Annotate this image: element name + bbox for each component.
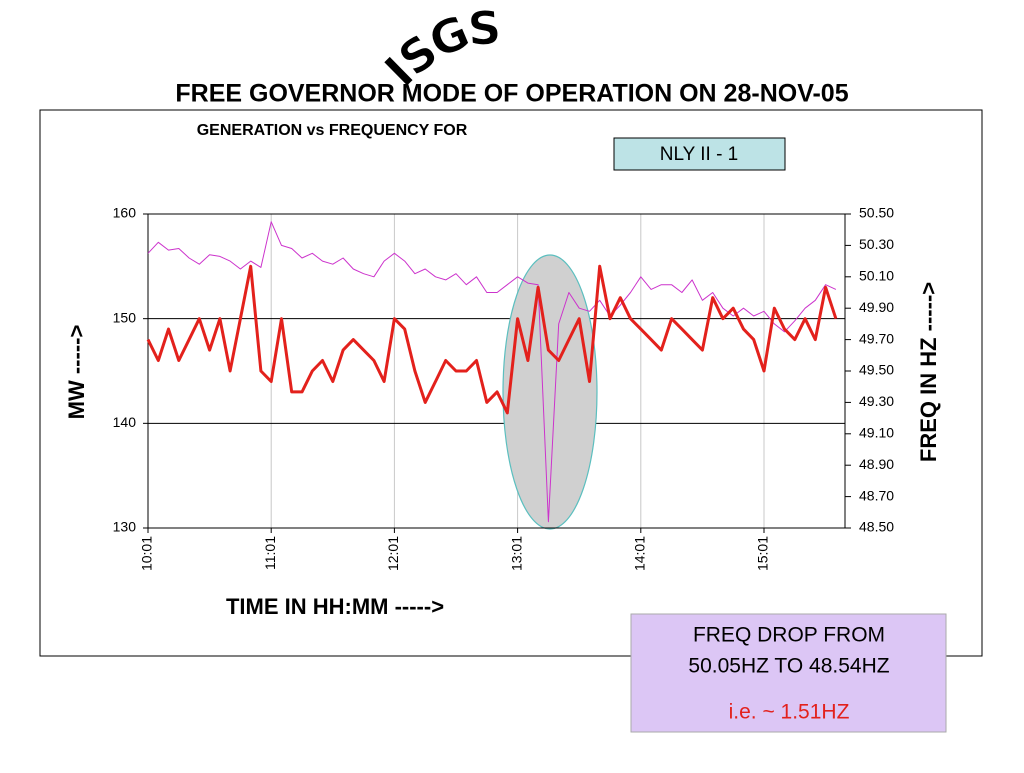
y2-tick-label: 49.90 xyxy=(859,299,894,315)
unit-box xyxy=(613,137,786,171)
x-tick-label: 15:01 xyxy=(755,536,771,571)
annotation-line: i.e. ~ 1.51HZ xyxy=(729,701,850,724)
y2-tick-label: 49.30 xyxy=(859,393,894,409)
x-axis-label: TIME IN HH:MM -----> xyxy=(226,594,444,619)
y-tick-label: 130 xyxy=(113,519,137,535)
y2-tick-label: 50.30 xyxy=(859,236,894,252)
y-axis-label: MW -----> xyxy=(64,325,89,420)
y2-tick-label: 50.50 xyxy=(859,205,894,221)
y2-tick-label: 50.10 xyxy=(859,268,894,284)
y2-tick-label: 48.50 xyxy=(859,519,894,535)
series-line xyxy=(146,264,838,415)
y2-axis-label: FREQ IN HZ -----> xyxy=(916,282,941,462)
y2-tick-label: 49.70 xyxy=(859,330,894,346)
x-tick-label: 11:01 xyxy=(262,536,278,570)
y2-tick-label: 49.50 xyxy=(859,362,894,378)
annotation-line: 50.05HZ TO 48.54HZ xyxy=(688,655,889,678)
y-tick-label: 150 xyxy=(113,309,137,325)
x-tick-label: 13:01 xyxy=(508,536,524,571)
x-tick-label: 10:01 xyxy=(139,536,155,571)
y2-tick-label: 48.90 xyxy=(859,456,894,472)
slide-title: FREE GOVERNOR MODE OF OPERATION ON 28-NO… xyxy=(175,80,848,108)
series-line xyxy=(147,221,837,523)
highlight-ellipse xyxy=(502,254,598,530)
x-tick-label: 14:01 xyxy=(632,536,648,571)
x-tick-label: 12:01 xyxy=(385,536,401,571)
y2-tick-label: 48.70 xyxy=(859,487,894,503)
chart-subtitle: NLY II - 1 xyxy=(660,144,739,165)
annotation-box xyxy=(630,613,947,733)
y-tick-label: 140 xyxy=(113,414,137,430)
annotation-line: FREQ DROP FROM xyxy=(693,624,885,647)
chart-title: GENERATION vs FREQUENCY FOR xyxy=(197,122,468,139)
y-tick-label: 160 xyxy=(113,205,137,221)
y2-tick-label: 49.10 xyxy=(859,425,894,441)
